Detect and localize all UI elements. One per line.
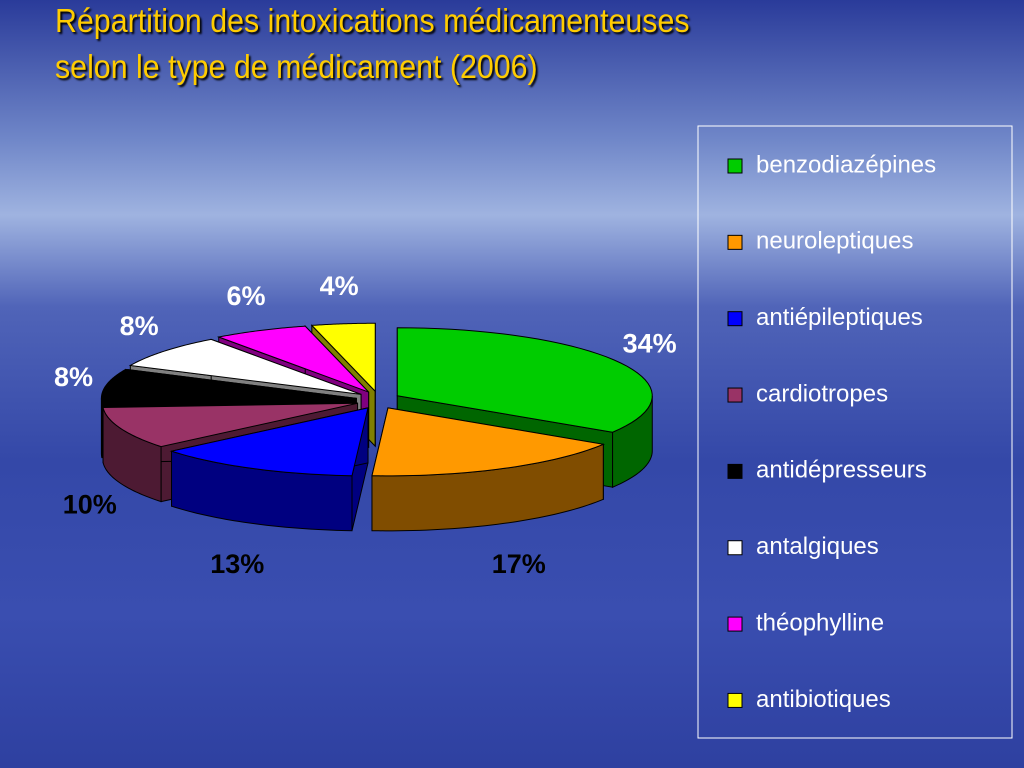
data-label: 13% (210, 549, 264, 579)
slice (128, 338, 362, 395)
title-line: selon le type de médicament (2006) (55, 48, 538, 85)
data-label: 17% (492, 549, 546, 579)
slice (169, 407, 369, 477)
slice (169, 407, 369, 532)
legend-label: antibiotiques (756, 686, 891, 713)
legend-label: cardiotropes (756, 380, 888, 407)
slice (371, 407, 606, 532)
slice (100, 368, 357, 404)
legend-label: antalgiques (756, 533, 879, 560)
slice (102, 402, 358, 448)
legend-label: neuroleptiques (756, 228, 913, 255)
data-label: 10% (63, 490, 117, 520)
data-label: 4% (320, 271, 359, 301)
slice (216, 325, 369, 393)
slice (310, 322, 376, 393)
legend-swatch (727, 158, 743, 174)
data-label: 8% (120, 311, 159, 341)
legend-swatch (727, 387, 743, 403)
legend-box (697, 125, 1013, 739)
legend-swatch (727, 616, 743, 632)
data-label: 8% (54, 362, 93, 392)
title-line: Répartition des intoxications médicament… (55, 2, 690, 39)
legend-swatch (727, 540, 743, 556)
legend-label: antiépileptiques (756, 304, 923, 331)
legend-label: antidépresseurs (756, 457, 927, 484)
legend-swatch (727, 463, 743, 479)
legend-swatch (727, 692, 743, 708)
data-label: 34% (623, 329, 677, 359)
legend-swatch (727, 311, 743, 327)
slice (396, 327, 653, 433)
legend-label: théophylline (756, 609, 884, 636)
legend-label: benzodiazépines (756, 151, 936, 178)
slice (371, 407, 606, 477)
slice-side (100, 398, 103, 458)
data-label: 6% (226, 281, 265, 311)
legend-swatch (727, 234, 743, 250)
